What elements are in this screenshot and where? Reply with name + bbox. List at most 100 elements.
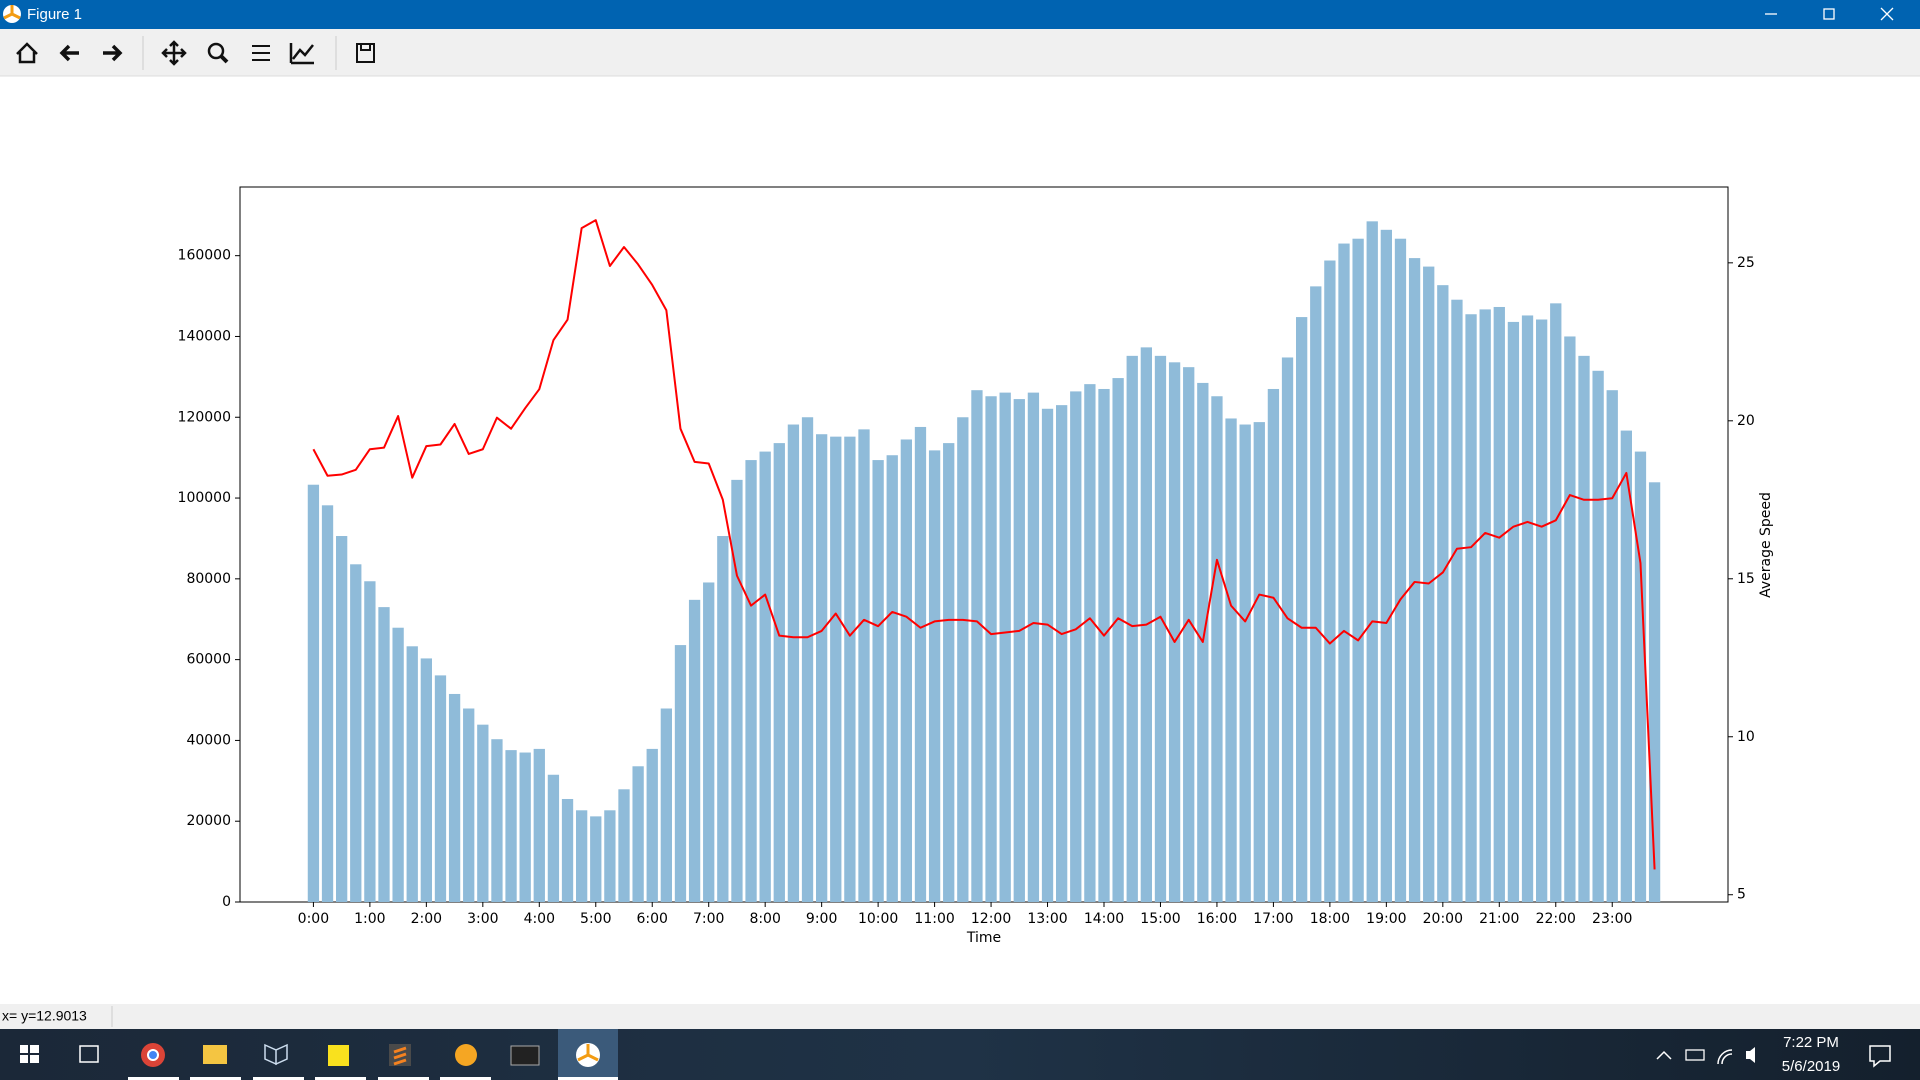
- x-tick-label: 0:00: [298, 911, 329, 927]
- bar: [632, 766, 644, 902]
- taskbar: [0, 1029, 1920, 1080]
- home-button[interactable]: [16, 42, 38, 64]
- bar: [1225, 418, 1237, 902]
- bar: [1154, 355, 1167, 902]
- bar: [519, 752, 531, 902]
- x-tick-label: 15:00: [1140, 911, 1180, 927]
- back-button[interactable]: [59, 44, 79, 62]
- bar: [1380, 229, 1392, 902]
- bar: [336, 536, 348, 902]
- bar: [1564, 336, 1576, 903]
- bar: [900, 439, 912, 902]
- x-tick-label: 16:00: [1197, 911, 1237, 927]
- terminal-app[interactable]: [510, 1045, 540, 1066]
- bar: [928, 450, 941, 902]
- y-tick-label: 60000: [186, 652, 231, 668]
- bar: [477, 724, 489, 902]
- clock-date[interactable]: 5/6/2019: [1782, 1058, 1840, 1075]
- bar: [1550, 303, 1562, 902]
- bar: [787, 424, 800, 902]
- bar: [1394, 238, 1407, 903]
- bar: [1451, 299, 1463, 903]
- y2-tick-label: 15: [1737, 571, 1755, 587]
- sticky-notes-app[interactable]: [328, 1045, 349, 1066]
- edit-button[interactable]: [289, 43, 314, 65]
- x-tick-label: 7:00: [693, 911, 724, 927]
- x-tick-label: 22:00: [1536, 911, 1576, 927]
- virtualbox-app[interactable]: [264, 1043, 288, 1066]
- y-tick-label: 100000: [178, 490, 231, 506]
- x-tick-label: 18:00: [1310, 911, 1350, 927]
- y2-axis-label: Average Speed: [1758, 492, 1774, 598]
- bar: [773, 443, 785, 902]
- bar: [674, 645, 687, 902]
- bar: [392, 627, 404, 902]
- bar: [1507, 321, 1520, 902]
- volume-icon[interactable]: [1746, 1047, 1755, 1063]
- explorer-app[interactable]: [203, 1045, 227, 1064]
- bar: [985, 396, 997, 902]
- bar: [1281, 357, 1294, 902]
- bar: [434, 675, 447, 902]
- y2-tick-label: 20: [1737, 413, 1755, 429]
- status-text: x= y=12.9013: [2, 1008, 87, 1024]
- bar: [914, 426, 927, 902]
- bar: [688, 599, 701, 902]
- bar: [717, 536, 729, 902]
- vlc-app[interactable]: [455, 1044, 477, 1066]
- pan-button[interactable]: [161, 40, 187, 66]
- task-view-button[interactable]: [79, 1045, 99, 1063]
- battery-icon[interactable]: [1685, 1049, 1705, 1061]
- save-icon-slot: [360, 43, 371, 51]
- x-tick-label: 10:00: [858, 911, 898, 927]
- zoom-handle: [219, 54, 229, 64]
- bar: [1112, 378, 1124, 902]
- x-tick-label: 19:00: [1366, 911, 1406, 927]
- close-button[interactable]: [1880, 7, 1894, 21]
- wifi-icon[interactable]: [1717, 1049, 1733, 1065]
- bar: [1013, 399, 1025, 902]
- zoom-button[interactable]: [207, 42, 225, 60]
- bar: [830, 436, 842, 902]
- bar: [1352, 238, 1364, 903]
- x-axis-label: Time: [966, 930, 1001, 946]
- bar: [1267, 388, 1280, 902]
- bar: [1211, 396, 1223, 902]
- bar: [1324, 260, 1336, 902]
- bar: [660, 708, 672, 902]
- x-tick-label: 8:00: [749, 911, 780, 927]
- y2-tick-label: 5: [1737, 887, 1746, 903]
- bar: [943, 443, 955, 902]
- x-tick-label: 12:00: [971, 911, 1011, 927]
- bar: [1183, 367, 1195, 903]
- bar: [618, 789, 630, 902]
- x-tick-label: 11:00: [914, 911, 954, 927]
- configure-button[interactable]: [252, 45, 270, 61]
- bar: [1465, 314, 1477, 903]
- window-title: Figure 1: [27, 6, 82, 23]
- bar: [463, 708, 475, 902]
- bar: [1041, 408, 1054, 902]
- x-tick-label: 21:00: [1479, 911, 1519, 927]
- start-button[interactable]: [20, 1045, 39, 1063]
- bar: [1592, 370, 1604, 902]
- bar: [533, 748, 545, 902]
- clock-time[interactable]: 7:22 PM: [1783, 1034, 1839, 1051]
- restore-button[interactable]: [1823, 8, 1835, 20]
- bar: [971, 390, 983, 902]
- bar: [350, 564, 362, 902]
- bar: [1027, 392, 1040, 902]
- notifications-button[interactable]: [1869, 1045, 1891, 1068]
- bar: [957, 417, 969, 902]
- tray-chevron[interactable]: [1656, 1050, 1672, 1060]
- bar: [801, 417, 814, 902]
- bar: [1056, 405, 1068, 902]
- bar: [1493, 306, 1505, 902]
- bar: [1521, 315, 1534, 902]
- bar: [406, 646, 418, 902]
- x-tick-label: 14:00: [1084, 911, 1124, 927]
- bar: [604, 810, 616, 902]
- forward-button[interactable]: [103, 44, 123, 62]
